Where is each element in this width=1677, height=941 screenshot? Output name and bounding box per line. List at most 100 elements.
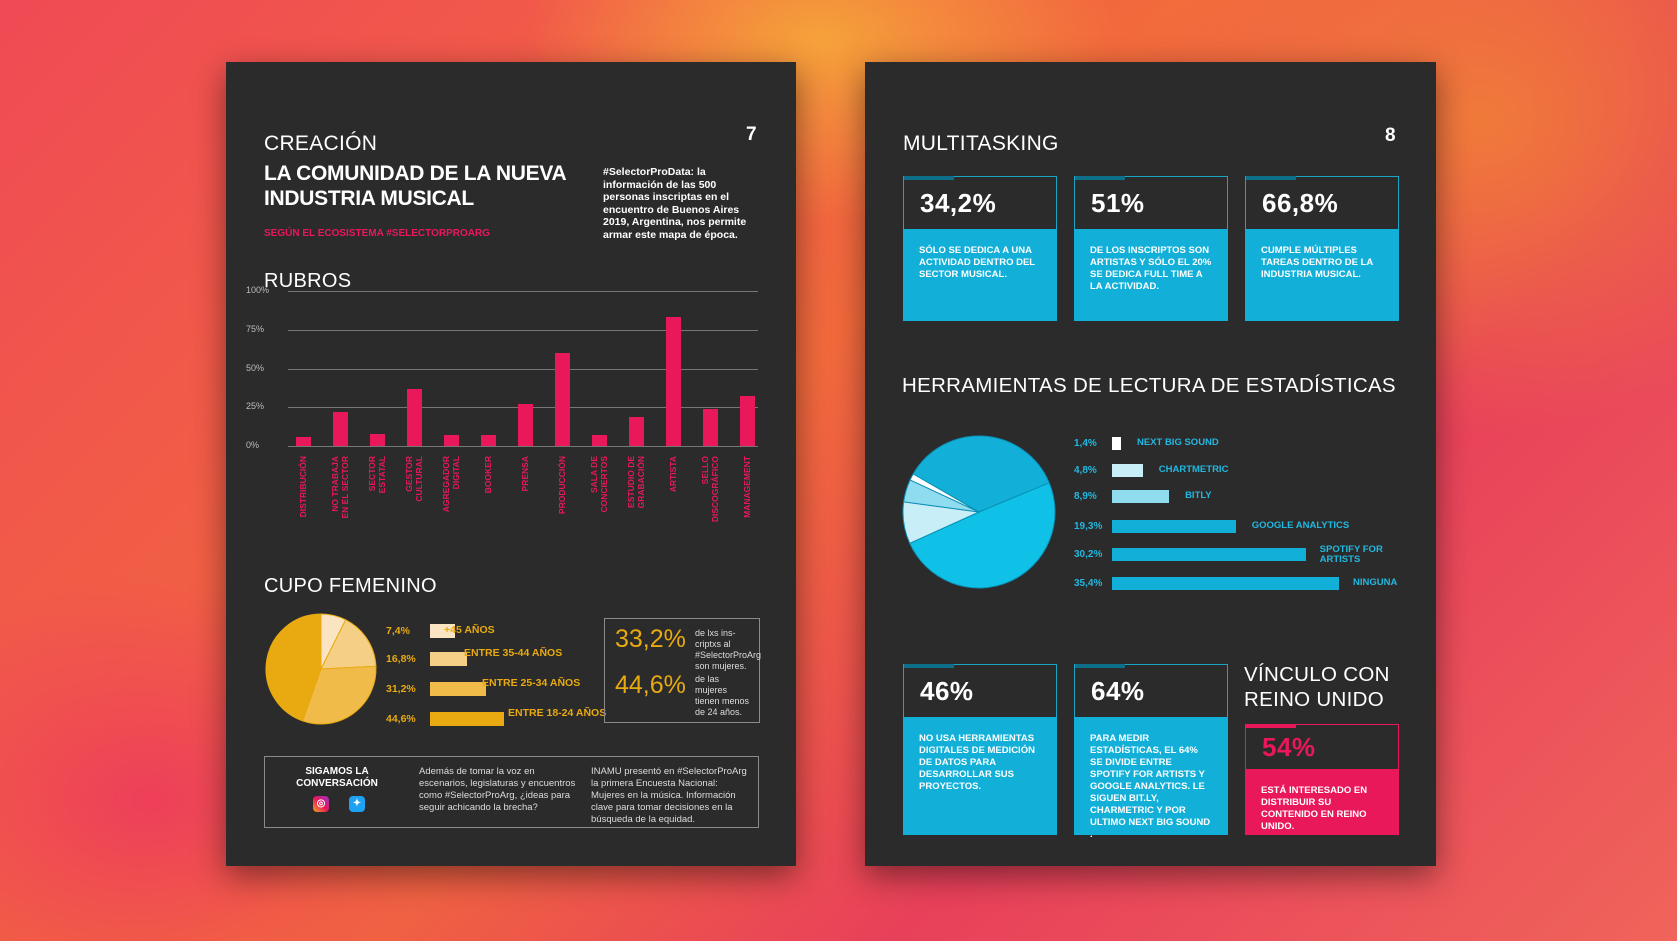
legend-label: ENTRE 18-24 AÑOS	[508, 707, 607, 719]
bar-value: 35,4%	[1074, 578, 1103, 589]
bar-value: 30,2%	[1074, 549, 1103, 560]
bar	[1112, 490, 1170, 503]
intro-text: #SelectorProData: la información de las …	[603, 166, 747, 241]
bar-label: NINGUNA	[1353, 577, 1398, 588]
card-value: 51%	[1091, 188, 1145, 218]
gridline	[288, 368, 758, 370]
y-tick-label: 50%	[246, 362, 265, 373]
pie-slice	[265, 613, 322, 722]
bar	[628, 416, 644, 446]
bar	[1112, 520, 1236, 533]
bar	[1112, 548, 1306, 561]
bar-label: BITLY	[1185, 490, 1212, 501]
page-number: 8	[1385, 125, 1396, 146]
x-tick-label: NO TRABAJA EN EL SECTOR	[330, 456, 350, 519]
title-line-2: INDUSTRIA MUSICAL	[264, 187, 474, 210]
pie-slice	[909, 473, 980, 513]
bar	[517, 404, 533, 446]
legend-bar	[430, 682, 487, 696]
card-value: 64%	[1091, 676, 1145, 706]
bar-value: 4,8%	[1074, 465, 1097, 476]
card-value: 54%	[1262, 732, 1316, 762]
pie-slice	[320, 619, 377, 670]
cupo-pie-chart	[265, 613, 377, 725]
section-label: CREACIÓN	[264, 132, 378, 155]
rubros-heading: RUBROS	[264, 270, 352, 292]
bottom-card: 46% NO USA HERRAMIENTAS DIGITALES DE MED…	[903, 664, 1057, 835]
bar	[702, 408, 718, 446]
page-8: 8 MULTITASKING 34,2% SÓLO SE DEDICA A UN…	[865, 62, 1436, 866]
card-text: CUMPLE MÚLTIPLES TAREAS DENTRO DE LA IND…	[1245, 229, 1399, 321]
card-text: ESTÁ INTERESADO EN DISTRIBUIR SU CONTENI…	[1245, 769, 1399, 835]
multitasking-card: 34,2% SÓLO SE DEDICA A UNA ACTIVIDAD DEN…	[903, 176, 1057, 321]
gridline	[288, 329, 758, 331]
bar-value: 8,9%	[1074, 491, 1097, 502]
page-subtitle: SEGÚN EL ECOSISTEMA #SELECTORPROARG	[264, 228, 490, 239]
pie-slice	[302, 665, 377, 725]
bar	[295, 436, 311, 446]
uk-heading-line-1: VÍNCULO CON	[1244, 663, 1390, 686]
pie-slice	[909, 482, 1056, 589]
legend-label: ENTRE 25-34 AÑOS	[482, 677, 581, 689]
card-value: 66,8%	[1262, 188, 1339, 218]
title-line-1: LA COMUNIDAD DE LA NUEVA	[264, 162, 567, 185]
x-tick-label: ESTUDIO DE GRABACIÓN	[626, 456, 646, 509]
x-tick-label: SELLO DISCOGRÁFICO	[700, 456, 720, 523]
x-tick-label: SECTOR ESTATAL	[367, 456, 387, 494]
footer-text-right: INAMU presentó en #SelectorProArg la pri…	[591, 766, 747, 825]
legend-value: 7,4%	[386, 625, 410, 637]
stat-value: 44,6%	[615, 671, 686, 699]
bar-label: NEXT BIG SOUND	[1136, 437, 1219, 448]
legend-label: ENTRE 35-44 AÑOS	[464, 647, 563, 659]
bar	[480, 435, 496, 446]
bottom-card: 64% PARA MEDIR ESTADÍSTICAS, EL 64% SE D…	[1074, 664, 1228, 840]
bar	[739, 396, 755, 446]
legend-bar	[430, 712, 504, 726]
page-7: 7 CREACIÓN LA COMUNIDAD DE LA NUEVA INDU…	[226, 62, 796, 866]
bar-label: SPOTIFY FOR ARTISTS	[1319, 544, 1383, 565]
bar	[554, 353, 570, 446]
tools-pie-chart	[902, 435, 1056, 589]
y-tick-label: 0%	[246, 440, 260, 450]
multitasking-card: 66,8% CUMPLE MÚLTIPLES TAREAS DENTRO DE …	[1245, 176, 1399, 321]
bar	[332, 411, 348, 446]
uk-heading: VÍNCULO CON REINO UNIDO	[1244, 662, 1390, 712]
gridline	[288, 291, 758, 292]
footer-heading: SIGAMOS LA CONVERSACIÓN	[296, 766, 378, 789]
legend-bar	[430, 652, 468, 666]
x-tick-label: MANAGEMENT	[742, 456, 752, 518]
card-text: DE LOS INSCRIPTOS SON ARTISTAS Y SÓLO EL…	[1074, 229, 1228, 321]
uk-card: 54% ESTÁ INTERESADO EN DISTRIBUIR SU CON…	[1245, 724, 1399, 835]
tools-bar-list: 1,4% NEXT BIG SOUND 4,8% CHARTMETRIC 8,9% BIT…	[865, 62, 1436, 662]
legend-label: +45 AÑOS	[444, 624, 495, 636]
card-text: NO USA HERRAMIENTAS DIGITALES DE MEDICIÓ…	[903, 717, 1057, 835]
bar	[1112, 577, 1339, 590]
footer-text-left: Además de tomar la voz en escenarios, le…	[419, 766, 576, 813]
gridline	[288, 446, 758, 447]
bar	[665, 317, 681, 446]
x-tick-label: ARTISTA	[668, 456, 678, 493]
legend-value: 31,2%	[386, 683, 416, 695]
stat-value: 33,2%	[615, 625, 686, 653]
uk-heading-line-2: REINO UNIDO	[1244, 688, 1384, 711]
page-number: 7	[746, 124, 757, 145]
bar	[1112, 464, 1143, 477]
card-value: 46%	[920, 676, 974, 706]
bar-label: GOOGLE ANALYTICS	[1251, 520, 1350, 531]
legend-value: 16,8%	[386, 653, 416, 665]
bar	[443, 435, 459, 446]
card-text: PARA MEDIR ESTADÍSTICAS, EL 64% SE DIVID…	[1074, 717, 1228, 840]
stat-text: de las mujeres tienen menos de 24 años.	[695, 674, 750, 717]
card-value: 34,2%	[920, 188, 997, 218]
y-tick-label: 75%	[246, 323, 265, 334]
tools-heading: HERRAMIENTAS DE LECTURA DE ESTADÍSTICAS	[902, 374, 1396, 397]
cupo-heading: CUPO FEMENINO	[264, 575, 437, 597]
y-tick-label: 100%	[246, 285, 270, 295]
twitter-icon[interactable]: ✦	[349, 796, 365, 812]
bar-value: 19,3%	[1074, 521, 1103, 532]
multitasking-card: 51% DE LOS INSCRIPTOS SON ARTISTAS Y SÓL…	[1074, 176, 1228, 321]
instagram-icon[interactable]: ◎	[313, 796, 329, 812]
legend-bar	[430, 624, 455, 638]
bar	[406, 388, 422, 446]
multitasking-heading: MULTITASKING	[903, 132, 1059, 155]
